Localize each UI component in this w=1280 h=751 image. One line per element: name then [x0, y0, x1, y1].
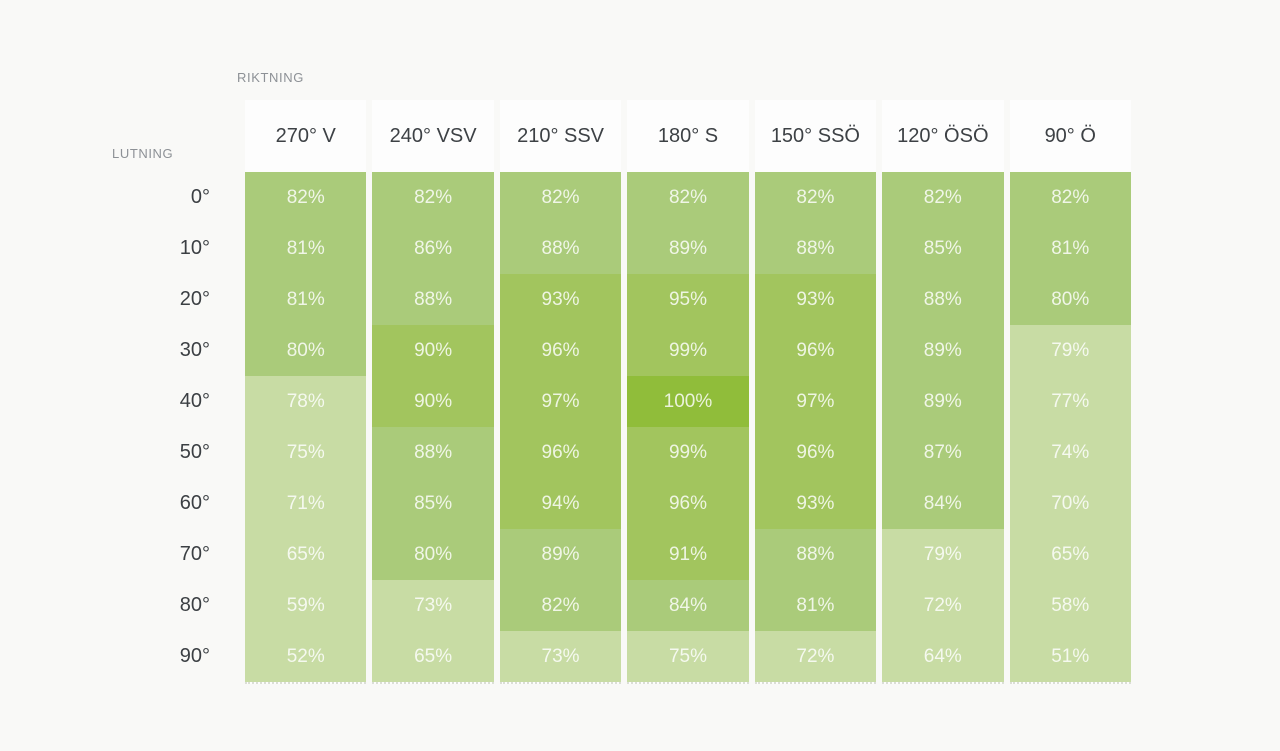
heatmap-cell: 95% [627, 274, 749, 325]
heatmap-cell: 64% [882, 631, 1004, 682]
tilt-label: 70° [179, 543, 210, 565]
heatmap-cell: 65% [245, 529, 367, 580]
tilt-label: 40° [179, 390, 210, 412]
heatmap-cell: 89% [499, 529, 622, 580]
tilt-row-labels: 0° 10° 20° 30° 40° 50° 60° 70° 80° 90° [0, 172, 210, 682]
heatmap-cell: 82% [372, 172, 494, 223]
heatmap-cell: 82% [627, 172, 749, 223]
heatmap-cell: 89% [882, 325, 1004, 376]
heatmap-cell: 81% [1009, 223, 1131, 274]
heatmap-cell: 90% [372, 376, 494, 427]
heatmap-cell: 81% [245, 274, 367, 325]
heatmap-cell: 99% [627, 325, 749, 376]
heatmap-cell: 79% [1009, 325, 1131, 376]
direction-column: 270° V 82% 81% 81% 80% 78% 75% 71% 65% 59% 52% [245, 100, 367, 684]
tilt-label: 20° [179, 288, 210, 310]
heatmap-cell: 96% [499, 325, 622, 376]
heatmap-cell: 93% [754, 274, 877, 325]
tilt-label: 90° [179, 645, 210, 667]
heatmap-cell: 84% [882, 478, 1004, 529]
heatmap-cell: 88% [372, 274, 494, 325]
heatmap-cell: 72% [882, 580, 1004, 631]
direction-header: 90° Ö [1044, 124, 1096, 147]
heatmap-cell: 87% [882, 427, 1004, 478]
heatmap-cell: 70% [1009, 478, 1131, 529]
heatmap-cell: 58% [1009, 580, 1131, 631]
heatmap-cell: 80% [245, 325, 367, 376]
tilt-label: 10° [179, 237, 210, 259]
heatmap-cell: 65% [372, 631, 494, 682]
heatmap-cell: 72% [754, 631, 877, 682]
tilt-label: 30° [179, 339, 210, 361]
heatmap-cell: 73% [372, 580, 494, 631]
heatmap-cell: 80% [372, 529, 494, 580]
direction-column: 150° SSÖ 82% 88% 93% 96% 97% 96% 93% 88% 81% 72% [754, 100, 877, 684]
heatmap-cell: 65% [1009, 529, 1131, 580]
heatmap-cell: 88% [372, 427, 494, 478]
heatmap-cell: 78% [245, 376, 367, 427]
heatmap-cell: 77% [1009, 376, 1131, 427]
heatmap-cell: 82% [882, 172, 1004, 223]
heatmap-cell: 97% [499, 376, 622, 427]
heatmap-cell: 96% [754, 427, 877, 478]
heatmap-cell: 81% [245, 223, 367, 274]
tilt-label: 0° [190, 186, 210, 208]
heatmap-cell: 85% [372, 478, 494, 529]
direction-header: 150° SSÖ [770, 124, 860, 147]
heatmap-cell: 97% [754, 376, 877, 427]
heatmap-cell: 88% [499, 223, 622, 274]
heatmap-cell: 82% [499, 172, 622, 223]
heatmap-cell: 94% [499, 478, 622, 529]
heatmap-cell: 86% [372, 223, 494, 274]
heatmap-cell: 71% [245, 478, 367, 529]
direction-column: 210° SSV 82% 88% 93% 96% 97% 96% 94% 89% 82% 73% [499, 100, 622, 684]
heatmap-cell: 88% [882, 274, 1004, 325]
heatmap-columns: 270° V 82% 81% 81% 80% 78% 75% 71% 65% 59% 52% 240°… [245, 100, 1131, 684]
heatmap-cell: 90% [372, 325, 494, 376]
heatmap-cell: 96% [754, 325, 877, 376]
heatmap-cell: 88% [754, 223, 877, 274]
heatmap-cell: 82% [1009, 172, 1131, 223]
heatmap-cell: 93% [499, 274, 622, 325]
heatmap-cell: 74% [1009, 427, 1131, 478]
direction-column: 90° Ö 82% 81% 80% 79% 77% 74% 70% 65% 58% 51% [1009, 100, 1131, 684]
direction-axis-label: RIKTNING [237, 70, 304, 85]
heatmap-cell: 82% [754, 172, 877, 223]
heatmap-cell: 79% [882, 529, 1004, 580]
heatmap-cell: 73% [499, 631, 622, 682]
heatmap-cell: 52% [245, 631, 367, 682]
heatmap-cell: 100% [627, 376, 749, 427]
tilt-label: 60° [179, 492, 210, 514]
heatmap-cell: 85% [882, 223, 1004, 274]
tilt-label: 80° [179, 594, 210, 616]
tilt-axis-label: LUTNING [112, 146, 174, 161]
direction-header: 180° S [657, 124, 719, 147]
heatmap-cell: 96% [499, 427, 622, 478]
heatmap-cell: 84% [627, 580, 749, 631]
heatmap-cell: 80% [1009, 274, 1131, 325]
heatmap-cell: 91% [627, 529, 749, 580]
direction-header: 120° ÖSÖ [897, 124, 989, 147]
tilt-label: 50° [179, 441, 210, 463]
heatmap-cell: 96% [627, 478, 749, 529]
heatmap-cell: 88% [754, 529, 877, 580]
heatmap-cell: 99% [627, 427, 749, 478]
heatmap-cell: 89% [882, 376, 1004, 427]
direction-header: 210° SSV [517, 124, 605, 147]
heatmap-cell: 82% [245, 172, 367, 223]
heatmap-cell: 93% [754, 478, 877, 529]
heatmap-cell: 75% [627, 631, 749, 682]
heatmap-cell: 89% [627, 223, 749, 274]
heatmap-cell: 59% [245, 580, 367, 631]
heatmap-cell: 81% [754, 580, 877, 631]
direction-column: 180° S 82% 89% 95% 99% 100% 99% 96% 91% 84% 75% [627, 100, 749, 684]
direction-header: 240° VSV [389, 124, 477, 147]
heatmap-cell: 75% [245, 427, 367, 478]
heatmap-cell: 82% [499, 580, 622, 631]
heatmap-cell: 51% [1009, 631, 1131, 682]
direction-column: 120° ÖSÖ 82% 85% 88% 89% 89% 87% 84% 79% 72% 64% [882, 100, 1004, 684]
direction-header: 270° V [275, 124, 336, 147]
direction-column: 240° VSV 82% 86% 88% 90% 90% 88% 85% 80% 73% 65% [372, 100, 494, 684]
